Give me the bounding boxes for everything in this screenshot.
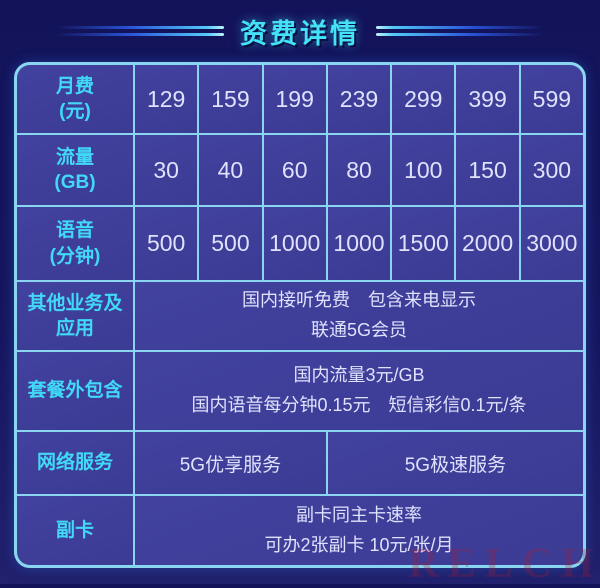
row-label-voice: 语音 (分钟) — [17, 207, 133, 280]
table-cell: 100 — [392, 135, 455, 205]
table-cell: 1000 — [263, 207, 326, 280]
cell-network-premium: 5G优享服务 — [135, 432, 326, 494]
row-label-secondary-card: 副卡 — [17, 496, 133, 565]
row-label-network-service: 网络服务 — [17, 432, 133, 494]
table-cell: 239 — [327, 65, 391, 133]
row-label-other-services: 其他业务及 应用 — [17, 282, 133, 350]
table-cell: 500 — [135, 207, 198, 280]
table-cell: 399 — [456, 65, 519, 133]
cell-network-speed: 5G极速服务 — [327, 432, 583, 494]
table-cell: 299 — [392, 65, 455, 133]
table-cell: 129 — [135, 65, 198, 133]
table-cell: 40 — [199, 135, 262, 205]
header: 资费详情 — [0, 0, 600, 60]
table-cell: 500 — [199, 207, 262, 280]
table-cell: 2000 — [456, 207, 519, 280]
pricing-table: 月费 (元) 129 159 199 239 299 399 599 流量 (G… — [14, 62, 586, 568]
cell-out-of-plan: 国内流量3元/GB 国内语音每分钟0.15元 短信彩信0.1元/条 — [135, 352, 583, 430]
table-cell: 60 — [263, 135, 326, 205]
table-cell: 159 — [199, 65, 262, 133]
table-cell: 3000 — [520, 207, 583, 280]
table-cell: 1000 — [327, 207, 391, 280]
row-label-out-of-plan: 套餐外包含 — [17, 352, 133, 430]
cell-secondary-card: 副卡同主卡速率 可办2张副卡 10元/张/月 — [135, 496, 583, 565]
page-title: 资费详情 — [240, 18, 360, 49]
table-cell: 199 — [263, 65, 326, 133]
title-line-left — [56, 26, 224, 36]
row-label-monthly-fee: 月费 (元) — [17, 65, 133, 133]
table-cell: 300 — [520, 135, 583, 205]
table-cell: 150 — [456, 135, 519, 205]
cell-other-services: 国内接听免费 包含来电显示 联通5G会员 — [135, 282, 583, 350]
row-label-data: 流量 (GB) — [17, 135, 133, 205]
title-line-right — [376, 26, 544, 36]
table-cell: 80 — [327, 135, 391, 205]
table-cell: 30 — [135, 135, 198, 205]
table-cell: 599 — [520, 65, 583, 133]
table-cell: 1500 — [392, 207, 455, 280]
